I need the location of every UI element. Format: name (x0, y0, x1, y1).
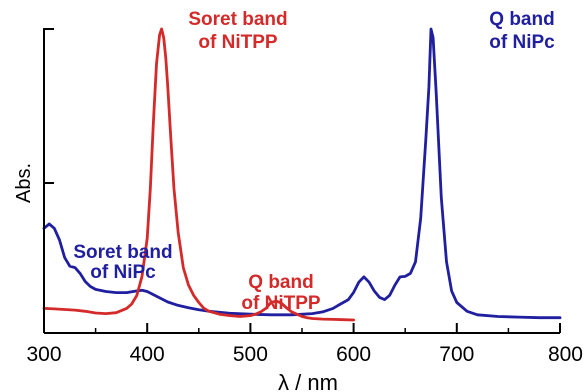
y-axis-label: Abs. (13, 163, 35, 203)
annotation-q-nipc-line1: Q band (489, 9, 554, 30)
annotation-q-nitpp-line2: of NiTPP (241, 293, 320, 314)
x-tick-label: 800 (548, 343, 583, 366)
annotation-soret-nitpp-line1: Soret band (188, 9, 287, 30)
annotation-soret-nipc-line1: Soret band (73, 242, 172, 263)
series-line-nitpp (42, 27, 356, 322)
x-tick-label: 600 (336, 343, 371, 366)
x-tick-label: 300 (26, 343, 61, 366)
x-tick-label: 700 (439, 343, 474, 366)
x-tick-label: 400 (130, 343, 165, 366)
plot-lines (42, 27, 562, 322)
annotation-q-nipc-line2: of NiPc (489, 32, 555, 53)
x-tick-group: 300 400 500 600 700 800 (26, 323, 583, 366)
x-tick-label: 500 (233, 343, 268, 366)
annotation-soret-nipc: Soret band of NiPc (73, 242, 172, 283)
annotation-q-nitpp: Q band of NiTPP (241, 272, 320, 314)
annotation-q-nipc: Q band of NiPc (489, 9, 555, 53)
x-axis-label: λ / nm (278, 370, 338, 392)
annotation-soret-nitpp-line2: of NiTPP (198, 32, 277, 53)
annotation-soret-nipc-line2: of NiPc (90, 262, 156, 283)
series-line-nipc (42, 27, 562, 320)
annotation-soret-nitpp: Soret band of NiTPP (188, 9, 287, 53)
annotation-q-nitpp-line1: Q band (248, 272, 313, 293)
